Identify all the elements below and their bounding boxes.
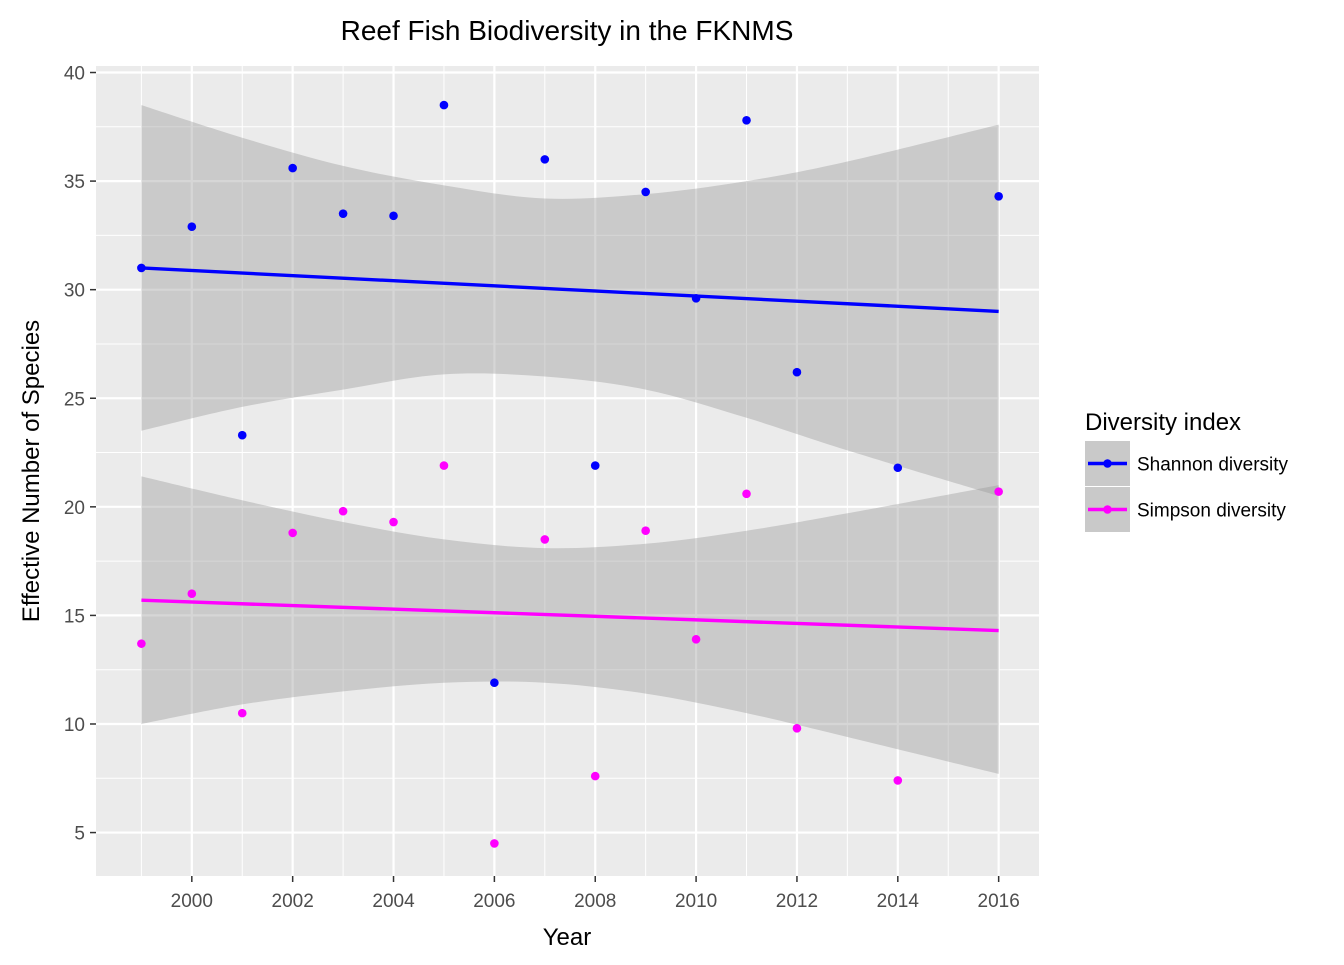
x-tick-label: 2016 <box>978 891 1020 912</box>
x-tick-label: 2008 <box>574 891 616 912</box>
x-axis: 2000 2002 2004 2006 2008 2010 2012 2014 2016 <box>171 876 1020 912</box>
x-tick-label: 2002 <box>272 891 314 912</box>
shannon-point <box>590 461 600 470</box>
x-tick-label: 2014 <box>877 891 920 912</box>
x-tick-label: 2006 <box>473 891 515 912</box>
simpson-point <box>792 724 802 733</box>
y-tick-label: 20 <box>64 498 85 519</box>
data-points <box>137 100 1003 848</box>
x-tick-label: 2000 <box>171 891 213 912</box>
y-tick-label: 40 <box>64 64 85 85</box>
simpson-point <box>742 489 751 499</box>
simpson-point <box>893 776 903 785</box>
y-tick-label: 10 <box>64 715 85 736</box>
confidence-bands <box>141 105 999 774</box>
y-axis: 5 10 15 20 25 30 35 40 <box>64 64 96 845</box>
shannon-point <box>994 191 1003 201</box>
simpson-point <box>389 517 398 527</box>
shannon-point <box>338 209 348 218</box>
y-tick-label: 15 <box>64 606 85 627</box>
shannon-point <box>893 463 903 473</box>
shannon-point <box>288 163 297 173</box>
simpson-point <box>187 589 197 598</box>
chart-title: Reef Fish Biodiversity in the FKNMS <box>341 15 794 46</box>
x-tick-label: 2010 <box>675 891 717 912</box>
grid-minor <box>96 66 1039 876</box>
simpson-point <box>137 639 146 648</box>
legend: Diversity index Shannon diversity Simpson… <box>1085 409 1289 532</box>
simpson-point <box>338 506 348 516</box>
simpson-point <box>994 487 1003 496</box>
x-axis-title: Year <box>543 924 592 951</box>
shannon-point <box>187 222 197 231</box>
simpson-point <box>288 528 297 538</box>
shannon-point <box>792 367 802 377</box>
legend-title: Diversity index <box>1085 409 1241 436</box>
shannon-point <box>641 187 650 197</box>
simpson-point <box>540 535 550 544</box>
simpson-point <box>641 526 650 536</box>
shannon-point <box>691 294 701 303</box>
plot-panel <box>96 66 1039 876</box>
shannon-point <box>742 115 751 125</box>
shannon-point <box>389 211 398 221</box>
shannon-point <box>237 430 247 440</box>
shannon-legend-label: Shannon diversity <box>1137 455 1289 476</box>
x-tick-label: 2004 <box>372 891 415 912</box>
simpson-point <box>439 461 449 470</box>
y-axis-title: Effective Number of Species <box>18 320 45 622</box>
simpson-legend-label: Simpson diversity <box>1137 501 1286 522</box>
y-tick-label: 30 <box>64 281 85 302</box>
simpson-trend-line <box>141 598 999 633</box>
simpson-confidence-band <box>141 476 999 774</box>
shannon-legend-point <box>1103 459 1112 468</box>
shannon-confidence-band <box>141 105 999 496</box>
trend-lines <box>141 266 999 633</box>
simpson-point <box>490 839 499 848</box>
simpson-point <box>237 708 247 718</box>
y-tick-label: 35 <box>64 172 85 193</box>
shannon-point <box>540 155 550 164</box>
shannon-point <box>490 678 499 688</box>
y-tick-label: 5 <box>74 824 85 845</box>
simpson-legend-point <box>1103 505 1112 514</box>
shannon-trend-line <box>141 266 999 314</box>
simpson-point <box>590 771 600 781</box>
simpson-point <box>691 634 701 644</box>
y-tick-label: 25 <box>64 389 85 410</box>
x-tick-label: 2012 <box>776 891 818 912</box>
shannon-point <box>439 100 449 110</box>
shannon-point <box>137 263 146 273</box>
